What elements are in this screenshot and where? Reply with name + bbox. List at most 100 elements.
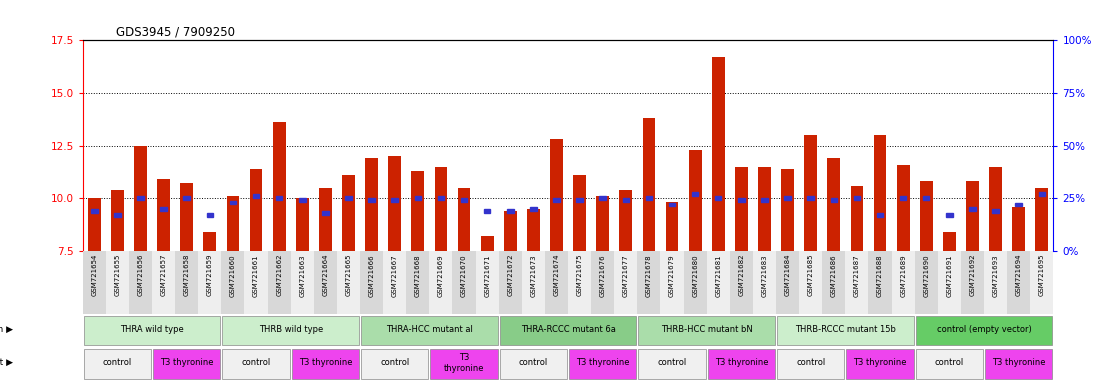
- Bar: [599, 196, 606, 200]
- Bar: [1039, 192, 1045, 196]
- Bar: [276, 196, 282, 200]
- Bar: [661, 251, 684, 314]
- Bar: [223, 316, 360, 346]
- Bar: [831, 199, 837, 202]
- Text: T3
thyronine: T3 thyronine: [443, 353, 484, 372]
- Bar: [527, 209, 539, 251]
- Text: GSM721688: GSM721688: [877, 254, 884, 296]
- Bar: [915, 349, 983, 379]
- Text: GSM721689: GSM721689: [900, 254, 907, 296]
- Bar: [249, 169, 263, 251]
- Bar: [135, 146, 147, 251]
- Bar: [411, 171, 425, 251]
- Text: GSM721692: GSM721692: [970, 254, 975, 296]
- Text: control: control: [103, 358, 132, 367]
- Text: THRB wild type: THRB wild type: [258, 325, 323, 334]
- Bar: [291, 349, 360, 379]
- Bar: [639, 316, 775, 346]
- Bar: [203, 232, 216, 251]
- Bar: [1013, 207, 1025, 251]
- Bar: [943, 232, 955, 251]
- Bar: [639, 349, 706, 379]
- Bar: [153, 349, 221, 379]
- Bar: [484, 209, 491, 213]
- Text: GSM721665: GSM721665: [345, 254, 352, 296]
- Text: GSM721683: GSM721683: [761, 254, 768, 296]
- Text: GSM721660: GSM721660: [229, 254, 236, 296]
- Bar: [253, 194, 259, 198]
- Bar: [88, 198, 100, 251]
- Text: T3 thyronine: T3 thyronine: [576, 358, 630, 367]
- Bar: [429, 251, 452, 314]
- Text: GSM721677: GSM721677: [623, 254, 629, 296]
- Text: GSM721684: GSM721684: [784, 254, 791, 296]
- Bar: [522, 251, 545, 314]
- Bar: [499, 251, 522, 314]
- Bar: [319, 188, 332, 251]
- Bar: [481, 236, 493, 251]
- Bar: [545, 251, 568, 314]
- Bar: [550, 139, 563, 251]
- Bar: [461, 199, 468, 202]
- Bar: [342, 175, 355, 251]
- Bar: [272, 122, 286, 251]
- Bar: [891, 251, 914, 314]
- Bar: [222, 251, 245, 314]
- Text: GSM721675: GSM721675: [577, 254, 582, 296]
- Bar: [989, 167, 1002, 251]
- Text: control (empty vector): control (empty vector): [936, 325, 1031, 334]
- Text: agent ▶: agent ▶: [0, 358, 13, 367]
- Bar: [500, 316, 636, 346]
- Bar: [435, 167, 448, 251]
- Bar: [758, 167, 771, 251]
- Bar: [914, 251, 938, 314]
- Bar: [846, 349, 913, 379]
- Bar: [554, 199, 559, 202]
- Text: GSM721668: GSM721668: [415, 254, 421, 296]
- Bar: [854, 196, 860, 200]
- Bar: [966, 181, 978, 251]
- Bar: [845, 251, 868, 314]
- Bar: [804, 135, 817, 251]
- Bar: [345, 196, 352, 200]
- Bar: [569, 349, 636, 379]
- Text: GSM721656: GSM721656: [138, 254, 143, 296]
- Text: GSM721662: GSM721662: [276, 254, 282, 296]
- Text: control: control: [796, 358, 825, 367]
- Text: control: control: [242, 358, 270, 367]
- Bar: [692, 192, 698, 196]
- Text: GSM721657: GSM721657: [161, 254, 167, 296]
- Bar: [392, 199, 398, 202]
- Bar: [199, 251, 222, 314]
- Bar: [807, 196, 814, 200]
- Bar: [822, 251, 845, 314]
- Bar: [500, 349, 567, 379]
- Bar: [160, 207, 167, 211]
- Bar: [1036, 188, 1048, 251]
- Text: GSM721659: GSM721659: [207, 254, 213, 296]
- Bar: [877, 213, 884, 217]
- Bar: [777, 349, 845, 379]
- Bar: [296, 198, 309, 251]
- Text: T3 thyronine: T3 thyronine: [854, 358, 907, 367]
- Text: GSM721654: GSM721654: [92, 254, 97, 296]
- Bar: [668, 203, 675, 207]
- Bar: [84, 316, 221, 346]
- Text: T3 thyronine: T3 thyronine: [299, 358, 352, 367]
- Bar: [666, 202, 678, 251]
- Bar: [1030, 251, 1053, 314]
- Text: GSM721658: GSM721658: [184, 254, 190, 296]
- Bar: [361, 349, 428, 379]
- Text: control: control: [934, 358, 964, 367]
- Bar: [223, 349, 290, 379]
- Text: control: control: [518, 358, 548, 367]
- Bar: [777, 316, 913, 346]
- Bar: [800, 251, 822, 314]
- Bar: [900, 196, 907, 200]
- Bar: [268, 251, 291, 314]
- Text: THRB-RCCC mutant 15b: THRB-RCCC mutant 15b: [795, 325, 896, 334]
- Bar: [299, 199, 306, 202]
- Bar: [360, 251, 383, 314]
- Text: GSM721694: GSM721694: [1016, 254, 1021, 296]
- Bar: [684, 251, 707, 314]
